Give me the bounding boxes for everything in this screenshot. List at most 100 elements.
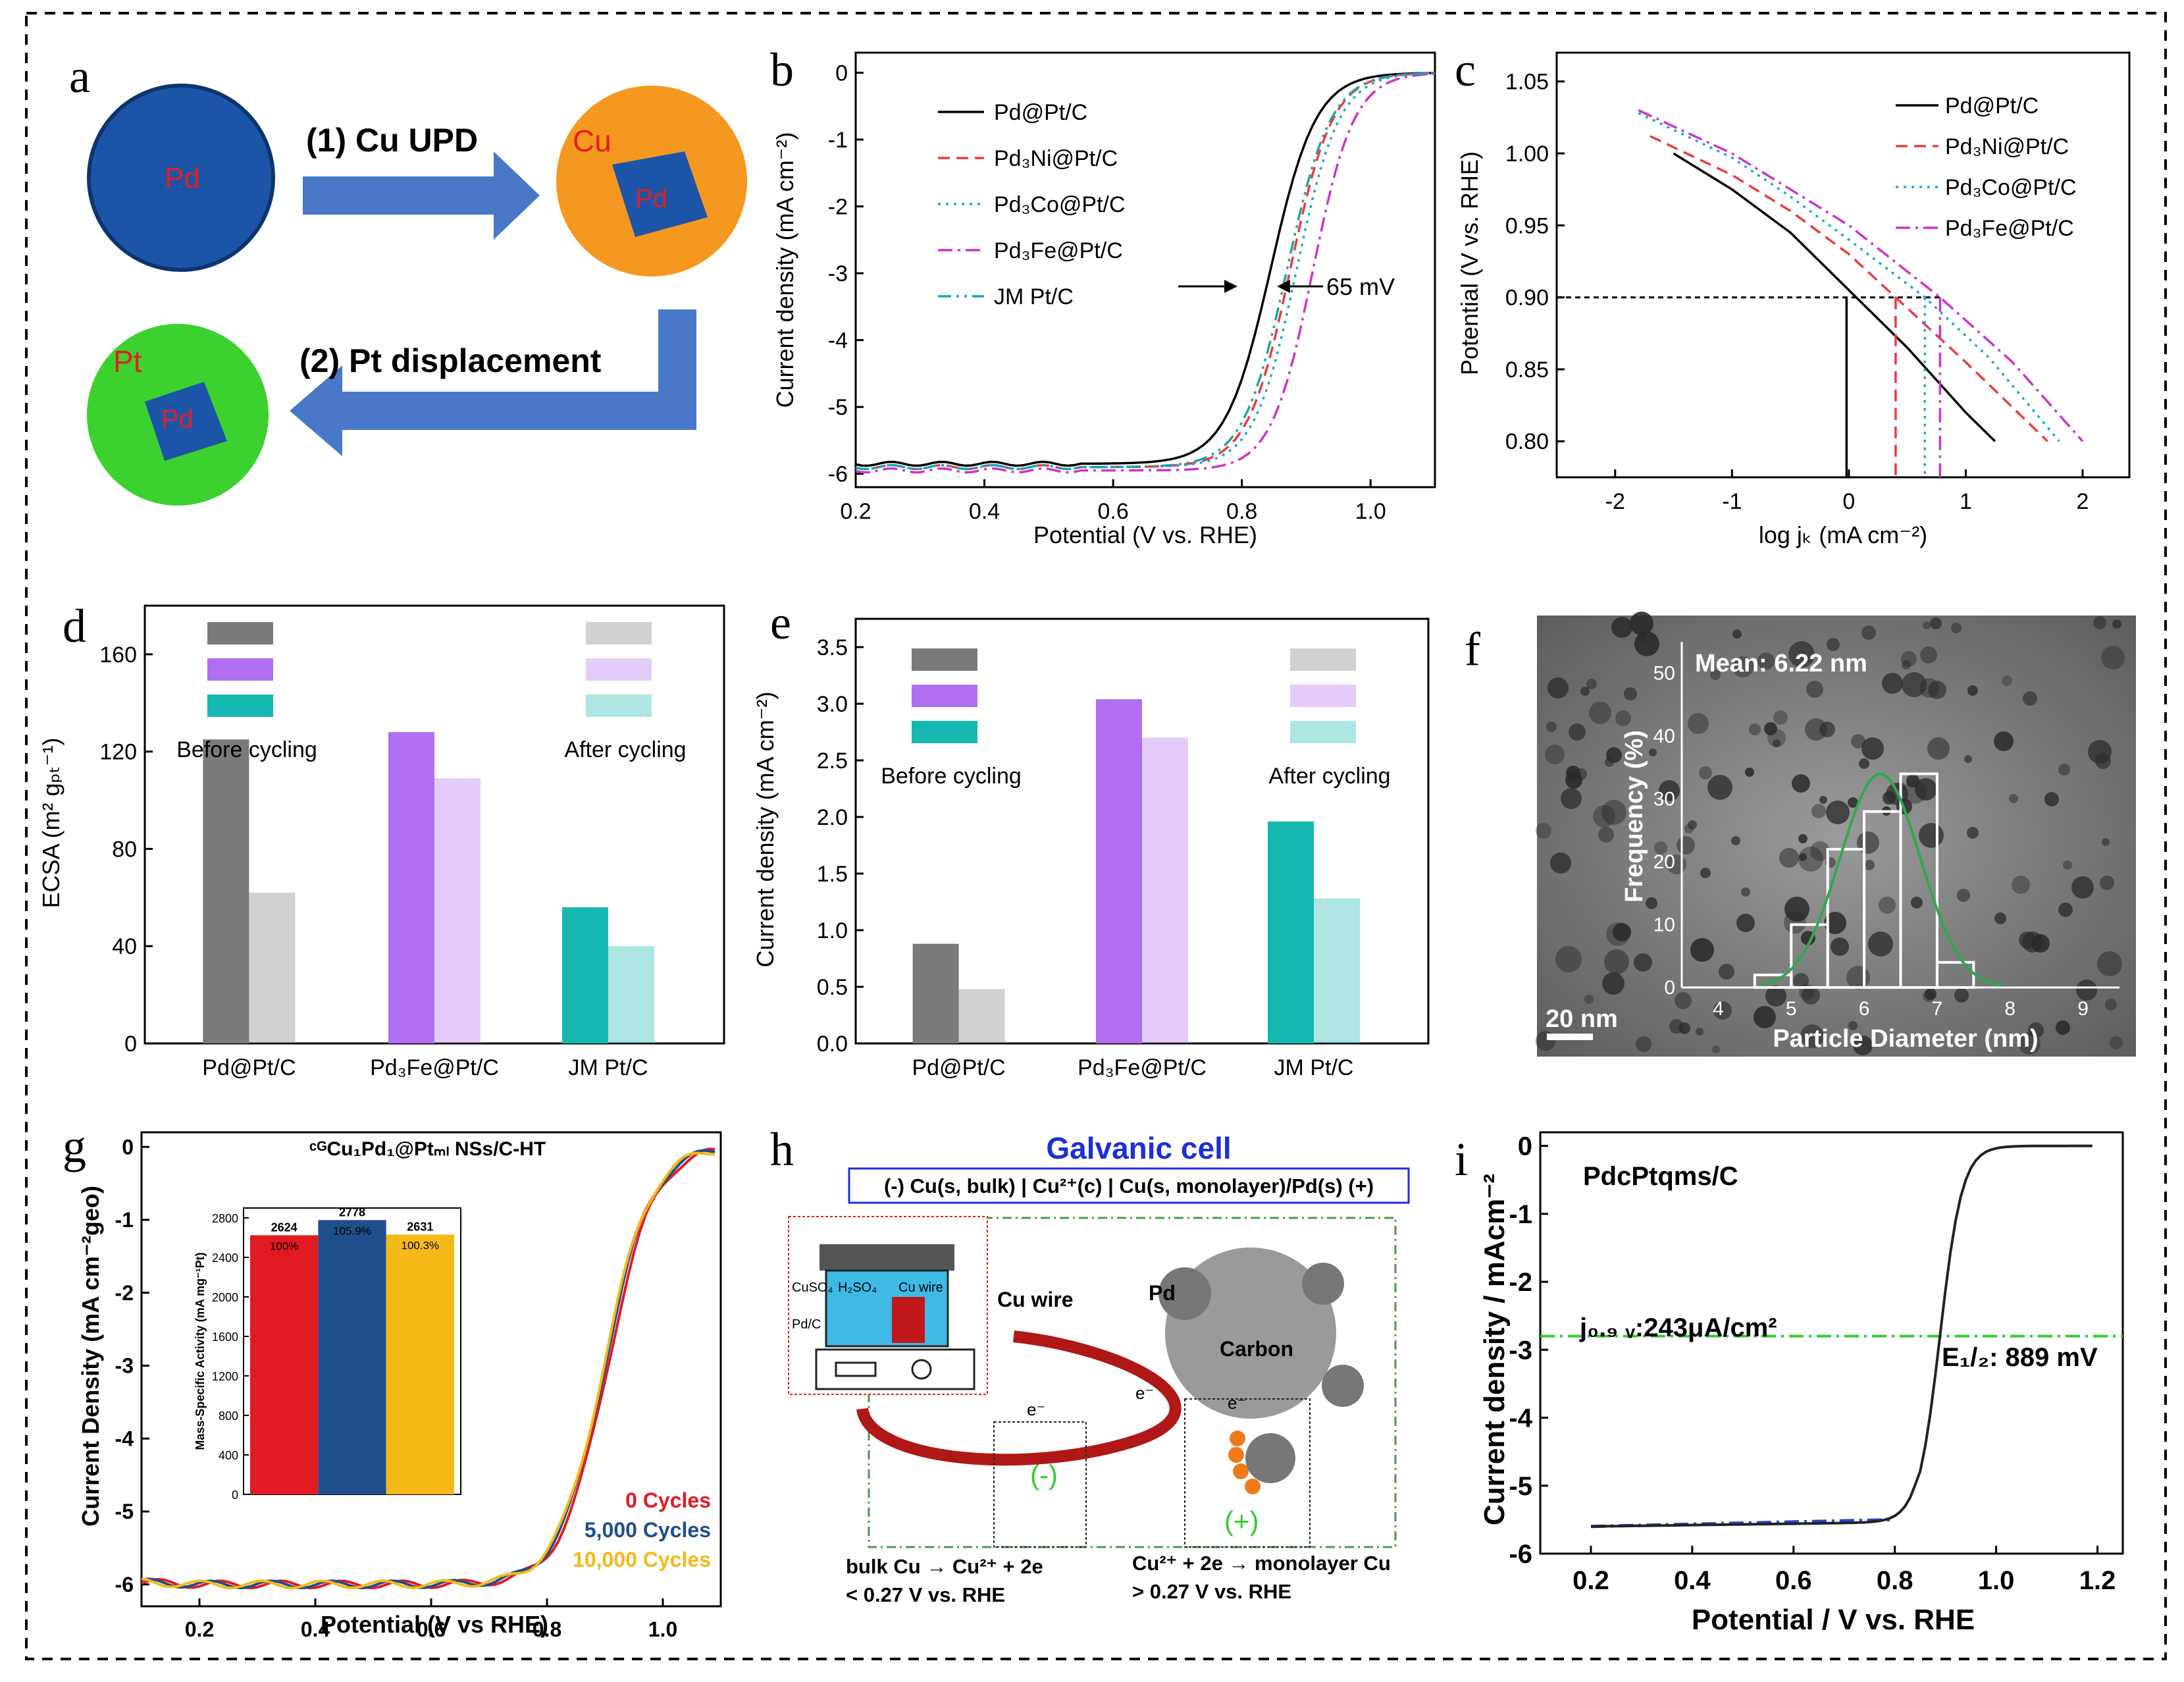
legend-label: 0 Cycles — [625, 1488, 711, 1512]
bar-after-1 — [249, 892, 296, 1043]
cu-wire — [856, 1330, 1182, 1466]
particle — [2058, 764, 2070, 775]
x-tick-label: 0.8 — [533, 1617, 561, 1641]
y-tick-label: 0 — [1518, 1132, 1532, 1161]
bar-before-1 — [912, 943, 959, 1043]
legend-swatch-after — [586, 695, 652, 717]
particle — [1630, 612, 1653, 635]
inset-y-tick-label: 400 — [219, 1449, 238, 1462]
hot-plate — [815, 1348, 975, 1390]
x-tick-label: 2 — [2077, 489, 2089, 514]
legend-label: Pd₃Co@Pt/C — [994, 192, 1126, 217]
inset-y-tick-label: 1600 — [212, 1330, 238, 1344]
x-tick-label: 0.4 — [969, 499, 1000, 524]
x-tick-label: 0 — [1842, 489, 1855, 514]
series-line-1 — [855, 72, 1436, 467]
dashed-border — [25, 12, 2167, 1660]
particle — [1846, 966, 1870, 989]
y-tick-label: -6 — [828, 462, 848, 487]
y-tick-label: 160 — [99, 643, 137, 668]
particle — [1710, 670, 1721, 680]
particle — [1624, 687, 1637, 700]
plot-frame-b — [854, 51, 1436, 488]
particle — [1799, 853, 1807, 861]
particle — [1967, 685, 1978, 696]
particle — [1764, 722, 1777, 735]
inset-value-label: 2631 — [407, 1220, 433, 1233]
cell-notation: (-) Cu(s, bulk) | Cu²⁺(c) | Cu(s, monola… — [884, 1174, 1374, 1197]
particle — [1649, 749, 1657, 756]
limiting-current-line — [1590, 1517, 1895, 1529]
y-tick-label: 40 — [112, 934, 137, 959]
reagent-cuso4: CuSO₄ — [792, 1280, 833, 1295]
particle — [1784, 911, 1806, 933]
tem-image — [1537, 616, 2136, 1057]
particle — [1879, 897, 1896, 914]
series-line-4 — [1638, 109, 2084, 442]
y-tick-label: 1.0 — [817, 918, 848, 943]
legend-before-label: Before cycling — [176, 737, 317, 762]
title-h: Galvanic cell — [1046, 1131, 1231, 1165]
particle — [2056, 1020, 2070, 1035]
particle — [1684, 824, 1694, 833]
legend-swatch-after — [586, 622, 652, 644]
particle — [1925, 988, 1937, 1000]
particle — [1745, 768, 1754, 777]
particle — [1767, 729, 1786, 747]
particle — [1707, 775, 1732, 800]
x-tick-label: 6 — [1859, 998, 1870, 1020]
legend-swatch-before — [912, 685, 977, 707]
x-tick-label: 1.0 — [1978, 1566, 2015, 1595]
scale-bar — [1547, 1034, 1593, 1040]
particle — [1848, 797, 1858, 808]
particle — [1994, 912, 2006, 924]
legend-swatch-before — [207, 622, 273, 644]
x-tick-label: 8 — [2004, 998, 2015, 1020]
particle — [1827, 638, 1840, 651]
category-label: Pd@Pt/C — [912, 1055, 1005, 1080]
y-tick-label: 0 — [124, 1032, 137, 1057]
particle — [1848, 1021, 1858, 1030]
particle — [1696, 1028, 1703, 1036]
particle — [1793, 973, 1809, 989]
x-tick-label: 0.2 — [185, 1617, 214, 1641]
x-tick-label: 0.6 — [1097, 499, 1128, 524]
category-label: JM Pt/C — [1274, 1055, 1354, 1080]
panel-e: e 0.0 0.5 1.0 1.5 2.0 2.5 3.0 3.5 Pd@Pt/C Pd₃Fe@P… — [752, 596, 1430, 1080]
panel-label-c: c — [1455, 43, 1476, 96]
particle — [1732, 629, 1742, 639]
particle — [1915, 778, 1937, 801]
particle — [1654, 841, 1667, 854]
particle — [1580, 687, 1590, 696]
particle — [1634, 953, 1652, 972]
nanoparticle-dots — [1536, 612, 2125, 1055]
inset-bar-2 — [318, 1220, 386, 1494]
legend-before-label: Before cycling — [881, 764, 1022, 789]
gaussian-fit — [1761, 772, 2004, 987]
bar-before-2 — [1096, 699, 1142, 1043]
label-pd-core: Pd — [165, 162, 200, 194]
x-tick-label: 1.2 — [2079, 1566, 2116, 1595]
particle — [1536, 823, 1551, 839]
particle — [1732, 656, 1754, 677]
particle — [1615, 710, 1631, 726]
panel-label-h: h — [770, 1123, 794, 1176]
particle — [2088, 740, 2112, 764]
hist-x-label: Particle Diameter (nm) — [1773, 1025, 2038, 1053]
legend-swatch-after — [1290, 721, 1356, 743]
particle — [1634, 631, 1659, 656]
particle — [1550, 853, 1571, 874]
series-line-5 — [855, 72, 1436, 471]
y-tick-label: -4 — [115, 1427, 134, 1450]
particle — [1927, 737, 1950, 760]
x-tick-label: 0.6 — [1775, 1566, 1812, 1595]
particle — [1800, 1024, 1824, 1048]
panel-a: a Pd (1) Cu UPD Cu Pd (2) Pt displacemen… — [69, 50, 747, 506]
legend-label: 10,000 Cycles — [573, 1548, 711, 1571]
particle — [1606, 747, 1622, 763]
particle — [1773, 739, 1781, 747]
y-tick-label: -5 — [1509, 1472, 1532, 1501]
particle — [1911, 897, 1923, 908]
series-line-3 — [1638, 112, 2060, 442]
particle — [2023, 691, 2037, 706]
